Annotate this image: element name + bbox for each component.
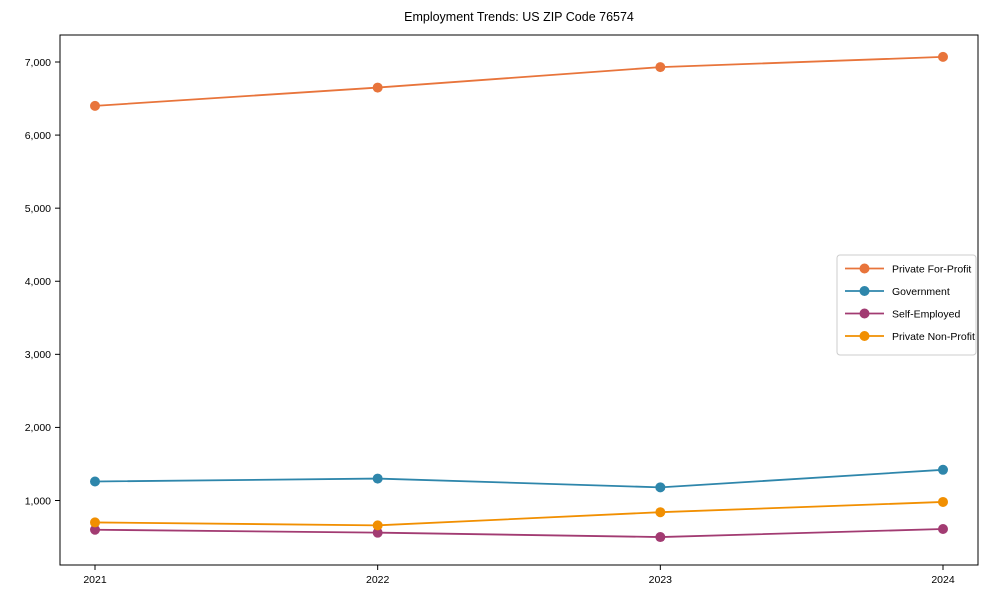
data-point-marker xyxy=(938,464,948,475)
y-tick-label: 1,000 xyxy=(25,495,51,507)
legend-label: Private For-Profit xyxy=(892,263,971,275)
series-private-for-profit xyxy=(90,51,948,111)
legend-label: Self-Employed xyxy=(892,308,960,320)
data-point-marker xyxy=(372,473,383,484)
data-point-marker xyxy=(372,82,383,93)
plot-frame xyxy=(59,34,979,566)
x-tick-label: 2024 xyxy=(931,574,955,586)
y-tick-label: 3,000 xyxy=(25,349,51,361)
x-axis: 2021 2022 2023 2024 xyxy=(83,565,955,586)
legend-marker xyxy=(859,286,870,296)
legend-label: Private Non-Profit xyxy=(892,331,975,343)
y-tick-label: 7,000 xyxy=(25,57,51,69)
data-point-marker xyxy=(90,524,100,535)
y-tick-label: 6,000 xyxy=(25,130,51,142)
y-tick-label: 2,000 xyxy=(25,422,51,434)
y-tick-label: 4,000 xyxy=(25,276,51,288)
data-point-marker xyxy=(90,100,100,111)
data-point-marker xyxy=(655,507,666,518)
y-tick-label: 5,000 xyxy=(25,203,51,215)
x-tick-label: 2021 xyxy=(83,574,107,586)
legend-item: Government xyxy=(845,286,950,298)
x-tick-label: 2022 xyxy=(366,574,390,586)
series-self-employed xyxy=(90,524,948,543)
legend: Private For-Profit Government Self-Employe… xyxy=(836,254,977,356)
data-point-marker xyxy=(372,520,383,531)
series-line xyxy=(94,468,944,489)
legend-item: Self-Employed xyxy=(845,308,960,320)
data-point-marker xyxy=(938,496,948,507)
legend-label: Government xyxy=(892,286,950,298)
chart-title: Employment Trends: US ZIP Code 76574 xyxy=(404,10,634,24)
data-point-marker xyxy=(655,482,666,493)
legend-box xyxy=(836,254,977,356)
legend-marker xyxy=(859,331,870,341)
data-point-marker xyxy=(372,527,383,538)
legend-item: Private Non-Profit xyxy=(845,331,975,343)
legend-marker xyxy=(859,263,870,274)
data-point-marker xyxy=(655,62,666,73)
series-line xyxy=(94,501,944,527)
series-line xyxy=(94,55,944,107)
y-axis: 1,000 2,000 3,000 4,000 5,000 6,000 7,000 xyxy=(25,57,60,507)
data-point-marker xyxy=(938,524,948,535)
x-tick-label: 2023 xyxy=(649,574,673,586)
legend-item: Private For-Profit xyxy=(845,263,971,275)
series-line xyxy=(94,528,944,538)
data-point-marker xyxy=(90,517,100,528)
data-point-marker xyxy=(938,51,948,62)
series-private-non-profit xyxy=(90,496,948,531)
data-point-marker xyxy=(90,476,100,487)
series-government xyxy=(90,464,948,493)
data-point-marker xyxy=(655,532,666,543)
legend-marker xyxy=(859,308,870,319)
